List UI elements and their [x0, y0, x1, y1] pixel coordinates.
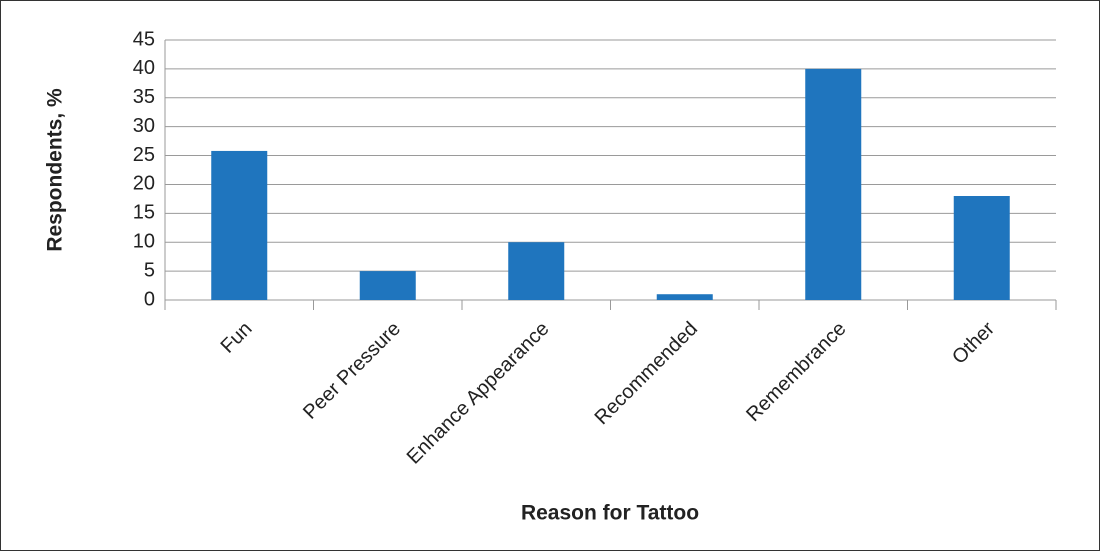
bar	[656, 294, 713, 300]
y-tick-label: 35	[133, 86, 155, 108]
bar	[211, 150, 268, 300]
y-tick-label: 30	[133, 115, 155, 137]
y-tick-label: 40	[133, 57, 155, 79]
y-tick-label: 5	[144, 259, 155, 281]
bar	[359, 271, 416, 300]
bar	[508, 242, 565, 300]
y-tick-label: 15	[133, 202, 155, 224]
y-tick-label: 25	[133, 144, 155, 166]
bar	[953, 196, 1010, 300]
y-tick-label: 0	[144, 288, 155, 310]
x-axis-title: Reason for Tattoo	[521, 502, 699, 525]
bar	[805, 68, 862, 300]
y-axis-title: Respondents, %	[44, 88, 67, 252]
y-tick-label: 45	[133, 28, 155, 50]
y-tick-label: 20	[133, 173, 155, 195]
y-tick-label: 10	[133, 231, 155, 253]
